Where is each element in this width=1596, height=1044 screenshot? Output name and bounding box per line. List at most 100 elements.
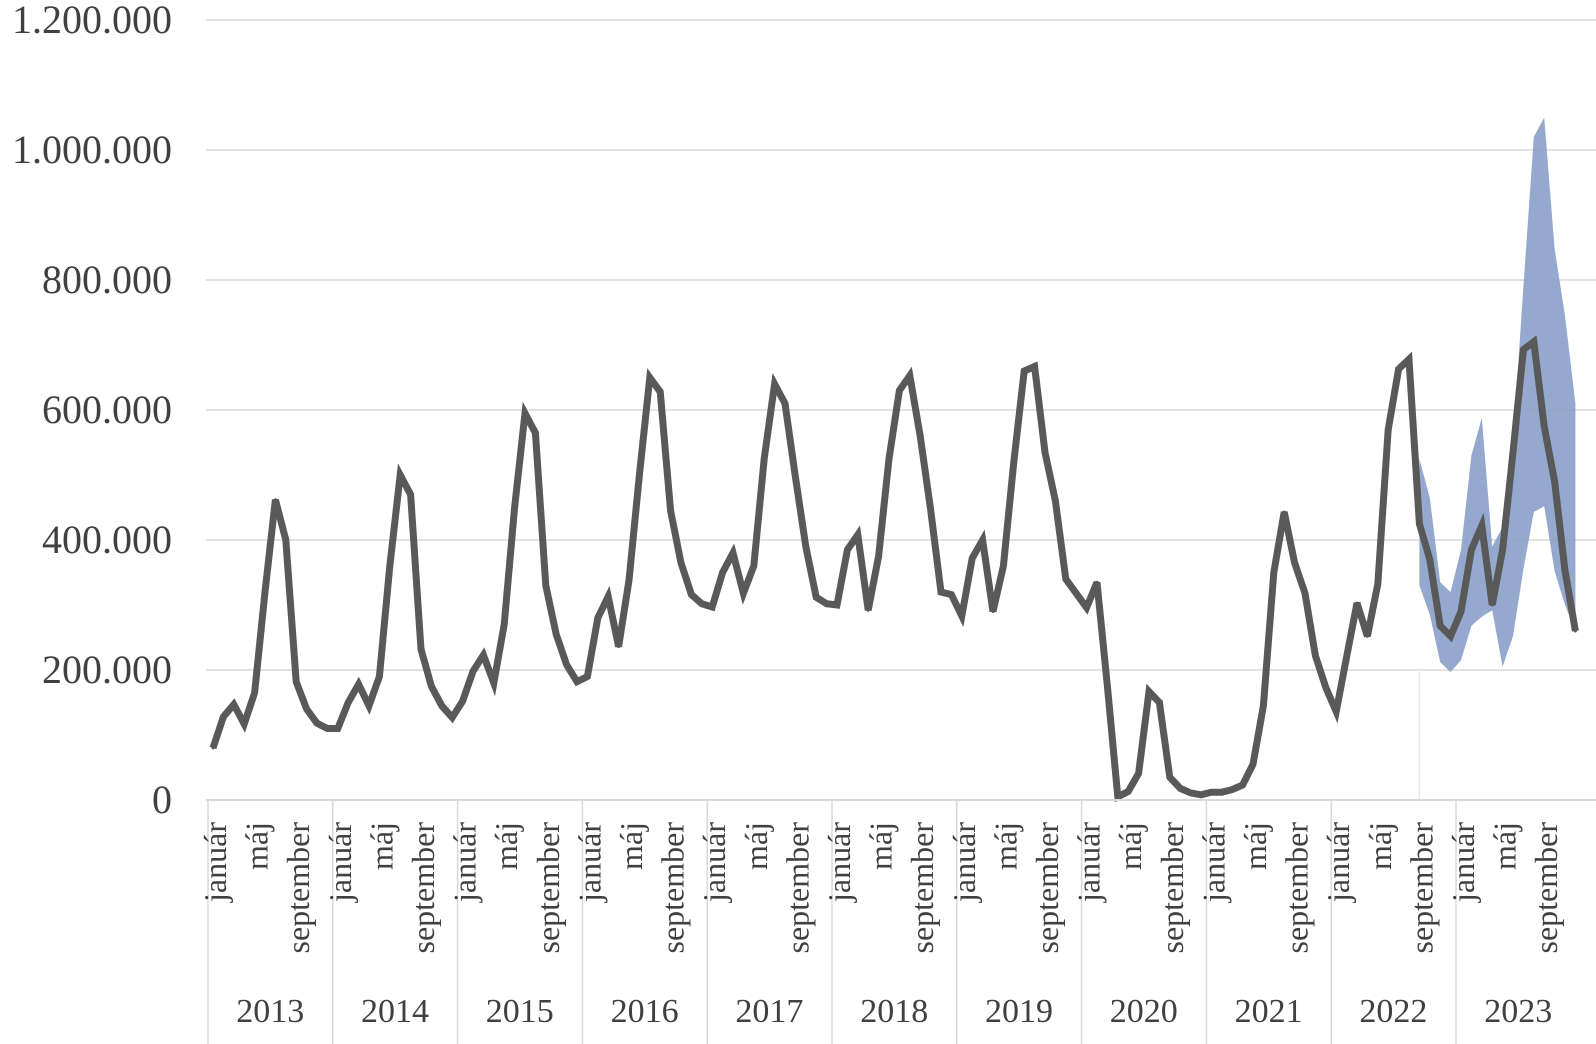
x-year-label: 2022 xyxy=(1359,993,1427,1030)
forecast-band xyxy=(1419,117,1576,672)
data-point xyxy=(721,571,725,574)
data-point xyxy=(627,578,631,582)
y-tick-label: 200.000 xyxy=(42,647,172,692)
data-point xyxy=(897,389,901,392)
x-month-label: máj xyxy=(1112,822,1148,870)
data-point xyxy=(752,564,756,568)
data-point xyxy=(336,727,340,730)
data-point xyxy=(1313,654,1317,658)
data-point xyxy=(533,431,537,435)
data-point xyxy=(1053,499,1057,503)
data-point xyxy=(741,591,745,595)
x-month-label: január xyxy=(696,822,732,903)
data-point xyxy=(388,564,392,568)
data-point xyxy=(1428,558,1432,561)
data-point xyxy=(1334,710,1338,714)
data-point xyxy=(689,593,693,597)
data-point xyxy=(450,716,454,719)
data-point xyxy=(471,669,475,673)
y-axis: 0 200.000 400.000 600.000 800.000 1.000.000 1.… xyxy=(12,0,172,822)
data-point xyxy=(1501,548,1505,552)
data-point xyxy=(1074,591,1078,595)
data-point xyxy=(1105,684,1109,688)
data-point xyxy=(398,473,402,477)
data-point xyxy=(1438,624,1442,628)
data-point xyxy=(1407,357,1411,361)
data-point xyxy=(939,590,943,594)
data-point xyxy=(1376,582,1380,586)
data-point xyxy=(1521,348,1525,352)
data-point xyxy=(1261,704,1265,708)
data-point xyxy=(253,691,257,695)
data-point xyxy=(1469,548,1473,552)
data-point xyxy=(232,703,236,706)
data-point xyxy=(1157,701,1161,704)
forecast-band-area xyxy=(1419,117,1576,672)
x-year-label: 2019 xyxy=(985,993,1053,1030)
data-point xyxy=(856,533,860,537)
data-point xyxy=(658,390,662,394)
data-point xyxy=(305,707,309,711)
data-point xyxy=(513,506,517,509)
x-month-label: september xyxy=(904,822,940,954)
data-point xyxy=(1355,601,1359,605)
x-month-label: január xyxy=(1071,822,1107,903)
x-month-label: máj xyxy=(863,822,899,870)
data-point xyxy=(606,595,610,598)
data-point xyxy=(1490,603,1494,607)
data-point xyxy=(242,722,246,726)
x-month-label: január xyxy=(946,822,982,903)
x-month-label: september xyxy=(1154,822,1190,954)
y-tick-label: 0 xyxy=(152,777,172,822)
data-point xyxy=(866,608,870,612)
x-month-label: máj xyxy=(738,822,774,870)
data-point xyxy=(1012,460,1016,464)
data-point xyxy=(1116,795,1120,799)
x-year-label: 2017 xyxy=(735,993,803,1030)
data-point xyxy=(762,457,766,461)
data-point xyxy=(1033,365,1037,368)
data-point xyxy=(1542,424,1546,428)
data-point xyxy=(731,551,735,555)
data-point xyxy=(710,605,714,609)
data-point xyxy=(679,561,683,565)
data-point xyxy=(221,715,225,719)
data-point xyxy=(877,554,881,558)
data-point xyxy=(1022,369,1026,373)
x-month-label: september xyxy=(1528,822,1564,954)
data-point xyxy=(1303,591,1307,595)
data-point xyxy=(783,402,787,405)
data-point xyxy=(544,584,548,587)
data-point xyxy=(461,699,465,703)
data-point xyxy=(669,509,673,513)
x-month-label: september xyxy=(1403,822,1439,954)
data-point xyxy=(1365,634,1369,638)
x-year-label: 2014 xyxy=(361,993,429,1030)
data-point xyxy=(1417,522,1421,526)
data-point xyxy=(273,498,277,502)
data-point xyxy=(1459,610,1463,613)
data-point xyxy=(981,538,985,542)
data-point xyxy=(325,727,329,730)
data-point xyxy=(1345,655,1349,659)
y-tick-label: 1.200.000 xyxy=(12,0,172,42)
data-point xyxy=(1293,561,1297,565)
data-point xyxy=(1126,790,1130,793)
data-point xyxy=(357,682,361,686)
data-point xyxy=(1064,577,1068,581)
data-point xyxy=(1532,340,1536,344)
data-point xyxy=(773,382,777,386)
data-point xyxy=(908,374,912,378)
y-tick-label: 800.000 xyxy=(42,257,172,302)
data-point xyxy=(835,603,839,607)
x-year-label: 2018 xyxy=(860,993,928,1030)
x-month-label: január xyxy=(571,822,607,903)
gridlines xyxy=(206,19,1596,800)
data-point xyxy=(1085,606,1089,610)
x-month-label: september xyxy=(1279,822,1315,954)
data-point xyxy=(367,704,371,708)
data-point xyxy=(1241,783,1245,787)
data-point xyxy=(949,593,953,597)
data-point xyxy=(887,457,891,461)
